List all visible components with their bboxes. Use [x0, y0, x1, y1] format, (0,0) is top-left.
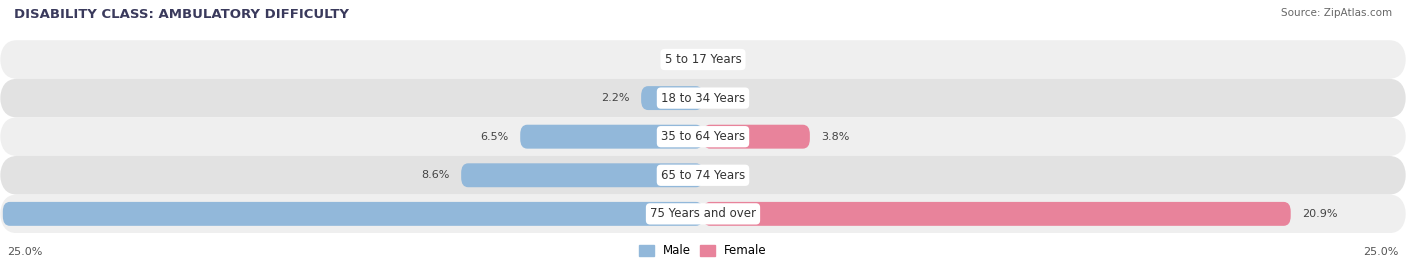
- Legend: Male, Female: Male, Female: [634, 240, 772, 262]
- FancyBboxPatch shape: [703, 125, 810, 149]
- Text: 0.0%: 0.0%: [714, 93, 742, 103]
- Text: Source: ZipAtlas.com: Source: ZipAtlas.com: [1281, 8, 1392, 18]
- Text: 35 to 64 Years: 35 to 64 Years: [661, 130, 745, 143]
- Text: 6.5%: 6.5%: [481, 132, 509, 142]
- Text: 25.0%: 25.0%: [1364, 247, 1399, 257]
- Text: 5 to 17 Years: 5 to 17 Years: [665, 53, 741, 66]
- FancyBboxPatch shape: [641, 86, 703, 110]
- FancyBboxPatch shape: [0, 79, 1406, 117]
- FancyBboxPatch shape: [461, 163, 703, 187]
- Text: 20.9%: 20.9%: [1302, 209, 1337, 219]
- FancyBboxPatch shape: [3, 202, 703, 226]
- Text: 18 to 34 Years: 18 to 34 Years: [661, 92, 745, 105]
- Text: 65 to 74 Years: 65 to 74 Years: [661, 169, 745, 182]
- Text: 0.0%: 0.0%: [664, 54, 692, 65]
- Text: 8.6%: 8.6%: [422, 170, 450, 180]
- Text: 75 Years and over: 75 Years and over: [650, 207, 756, 220]
- FancyBboxPatch shape: [703, 202, 1291, 226]
- FancyBboxPatch shape: [0, 195, 1406, 233]
- FancyBboxPatch shape: [520, 125, 703, 149]
- Text: 0.0%: 0.0%: [714, 54, 742, 65]
- Text: 25.0%: 25.0%: [7, 247, 42, 257]
- Text: DISABILITY CLASS: AMBULATORY DIFFICULTY: DISABILITY CLASS: AMBULATORY DIFFICULTY: [14, 8, 349, 21]
- FancyBboxPatch shape: [0, 40, 1406, 79]
- Text: 0.0%: 0.0%: [714, 170, 742, 180]
- FancyBboxPatch shape: [0, 117, 1406, 156]
- FancyBboxPatch shape: [0, 156, 1406, 195]
- Text: 3.8%: 3.8%: [821, 132, 849, 142]
- Text: 2.2%: 2.2%: [602, 93, 630, 103]
